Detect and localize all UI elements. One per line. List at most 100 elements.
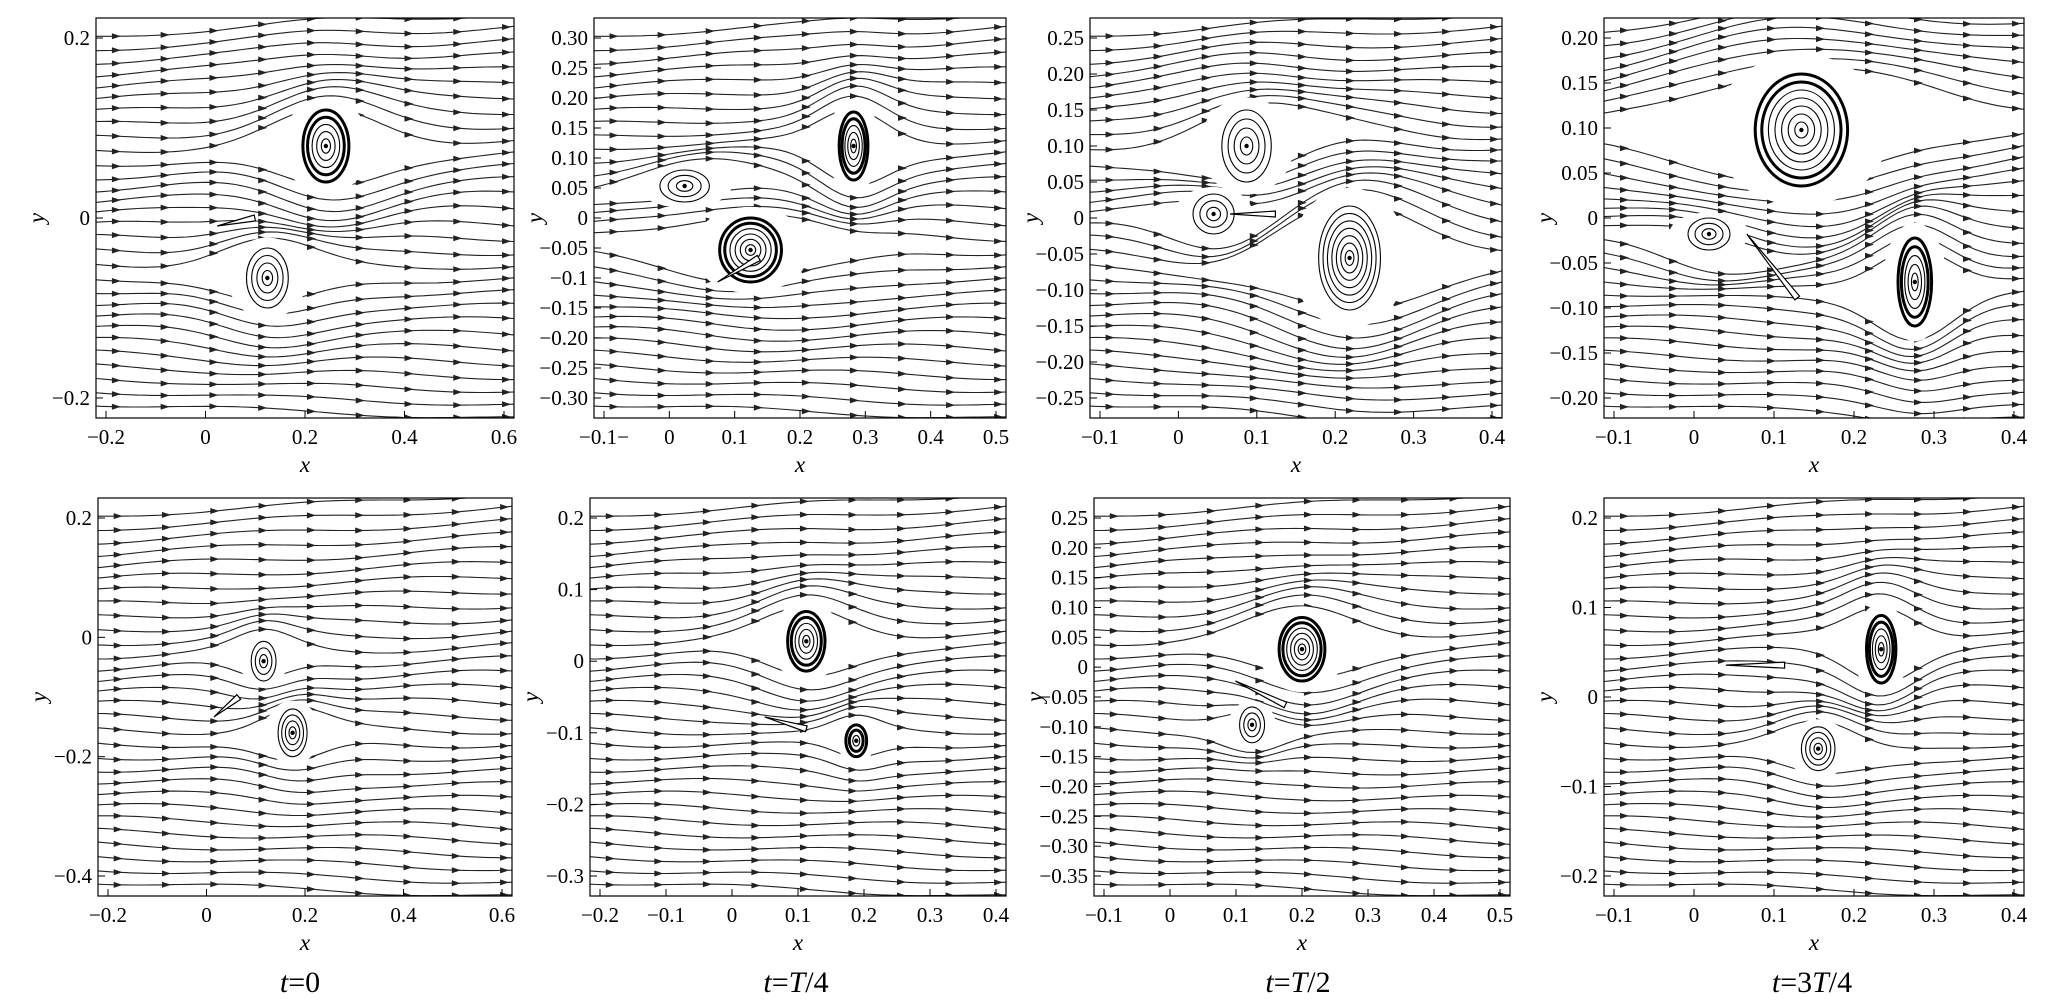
vortex-ring	[1865, 613, 1898, 685]
flow-arrow-icon	[500, 841, 510, 848]
flow-arrow-icon	[1401, 711, 1410, 718]
flow-arrow-icon	[1816, 223, 1825, 230]
flow-arrow-icon	[258, 869, 268, 876]
flow-arrow-icon	[1449, 821, 1459, 828]
flow-arrow-icon	[945, 730, 955, 737]
flow-arrow-icon	[502, 49, 512, 56]
vortex-ring	[1781, 105, 1822, 155]
flow-arrow-icon	[705, 380, 715, 387]
flow-arrow-icon	[500, 701, 510, 708]
flow-arrow-icon	[1345, 367, 1355, 374]
flow-arrow-icon	[209, 89, 219, 96]
x-tick-label: 0.1	[1761, 903, 1787, 927]
flow-arrow-icon	[702, 846, 712, 853]
x-tick-label: 0.4	[391, 425, 418, 449]
flow-arrow-icon	[2012, 765, 2021, 772]
streamline	[1094, 727, 1510, 753]
flow-arrow-icon	[1498, 503, 1508, 510]
flow-arrow-icon	[1767, 333, 1776, 340]
flow-arrow-icon	[849, 75, 859, 82]
flow-arrow-icon	[111, 278, 121, 285]
flow-arrow-icon	[1498, 559, 1508, 566]
vortex-ring	[659, 169, 710, 203]
flow-arrow-icon	[1816, 844, 1825, 851]
flow-arrow-icon	[1963, 174, 1972, 181]
flow-arrow-icon	[1401, 771, 1410, 778]
flow-arrow-icon	[453, 313, 463, 320]
flow-arrow-icon	[1255, 577, 1265, 584]
flow-arrow-icon	[1914, 694, 1923, 701]
y-tick-label: −0.25	[1039, 804, 1088, 828]
flow-arrow-icon	[111, 247, 121, 254]
flow-arrow-icon	[1669, 766, 1678, 773]
flow-arrow-icon	[1255, 514, 1265, 521]
y-tick-label: −0.10	[1035, 278, 1084, 302]
flow-arrow-icon	[1767, 598, 1776, 605]
flow-arrow-icon	[1914, 546, 1923, 553]
flow-arrow-icon	[355, 204, 365, 211]
flow-arrow-icon	[209, 50, 219, 57]
flow-arrow-icon	[1153, 97, 1163, 104]
flow-arrow-icon	[1490, 110, 1500, 117]
flow-arrow-icon	[1201, 97, 1211, 104]
flow-arrow-icon	[1718, 764, 1727, 771]
flow-arrow-icon	[502, 63, 512, 70]
flow-arrow-icon	[654, 661, 664, 668]
flow-arrow-icon	[1255, 594, 1265, 601]
flow-arrow-icon	[897, 724, 906, 731]
flow-arrow-icon	[1401, 727, 1410, 734]
y-tick-label: 0.05	[1051, 625, 1088, 649]
streamline	[1090, 172, 1502, 213]
flow-arrow-icon	[210, 789, 220, 796]
flow-arrow-icon	[403, 620, 413, 627]
vortex-ring	[1277, 615, 1327, 683]
flow-arrow-icon	[111, 403, 121, 410]
flow-arrow-icon	[404, 264, 414, 271]
y-tick-label: 0	[82, 625, 93, 649]
flow-arrow-icon	[1303, 768, 1313, 775]
flow-arrow-icon	[1490, 124, 1500, 131]
flow-arrow-icon	[946, 279, 956, 286]
flow-arrow-icon	[1963, 632, 1972, 639]
flow-arrow-icon	[403, 879, 413, 886]
flow-arrow-icon	[1767, 609, 1776, 616]
flow-arrow-icon	[1718, 519, 1727, 526]
y-axis-label: y	[24, 212, 49, 225]
flow-arrow-icon	[1490, 63, 1500, 70]
flow-arrow-icon	[1490, 233, 1500, 240]
flow-arrow-icon	[849, 412, 859, 418]
flow-arrow-icon	[2012, 275, 2021, 282]
flow-arrow-icon	[1490, 334, 1500, 341]
vortex-ring	[1243, 712, 1261, 738]
flow-arrow-icon	[1620, 826, 1629, 833]
flow-arrow-icon	[355, 70, 365, 77]
flow-arrow-icon	[1352, 797, 1362, 804]
y-tick-label: −0.2	[54, 745, 92, 769]
flow-arrow-icon	[849, 228, 859, 235]
flow-arrow-icon	[160, 280, 170, 287]
flow-arrow-icon	[355, 62, 365, 69]
flow-arrow-icon	[1865, 348, 1874, 355]
flow-arrow-icon	[1206, 834, 1216, 841]
flow-arrow-icon	[848, 766, 858, 773]
flow-arrow-icon	[111, 187, 121, 194]
flow-arrow-icon	[654, 776, 664, 783]
flow-arrow-icon	[1109, 800, 1119, 807]
flow-arrow-icon	[306, 822, 316, 829]
flow-arrow-icon	[453, 374, 463, 381]
flow-arrow-icon	[848, 561, 858, 568]
flow-arrow-icon	[1767, 25, 1776, 32]
flow-arrow-icon	[1963, 165, 1972, 172]
flow-arrow-icon	[702, 719, 712, 726]
flow-arrow-icon	[1498, 867, 1508, 874]
flow-arrow-icon	[946, 53, 956, 60]
flow-arrow-icon	[1206, 663, 1216, 670]
streamline-panel-r1c3: −0.1 0 0.1 0.2 0.3 0.40.250.200.150.100.050−0…	[1018, 17, 1506, 477]
flow-arrow-icon	[1816, 336, 1825, 343]
flow-arrow-icon	[657, 31, 667, 38]
foil-plate	[1725, 661, 1786, 669]
flow-arrow-icon	[160, 104, 170, 111]
flow-arrow-icon	[945, 806, 955, 813]
flow-arrow-icon	[609, 335, 619, 342]
flow-arrow-icon	[705, 155, 715, 162]
